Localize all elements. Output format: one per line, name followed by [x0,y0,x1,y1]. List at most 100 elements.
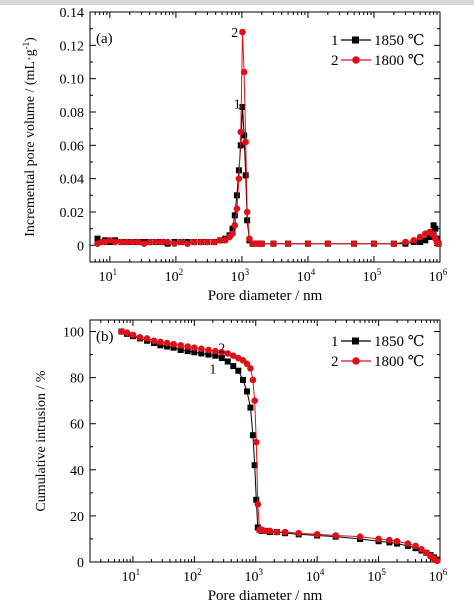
data-point-circle [204,238,211,246]
data-point-circle [233,205,241,212]
data-point-circle [150,337,158,345]
data-point-circle [324,240,332,247]
data-point-circle [198,345,205,353]
data-point-square [241,132,248,139]
data-point-circle [237,128,245,136]
x-tick-label: 104 [297,267,316,285]
y-tick-label: 0.04 [60,173,85,188]
data-point-circle [249,376,257,384]
data-point-square [432,225,439,232]
panel-label: (a) [96,31,113,47]
data-point-circle [304,240,312,247]
data-point-circle [229,352,237,360]
y-axis-title: Cumulative intrusion / % [34,370,49,511]
curve-annotation: 2 [218,342,225,357]
data-point-circle [433,557,441,565]
curve-annotation: 2 [231,26,238,41]
y-axis-title-main: Incremental pore volume / (mL·g [23,49,38,236]
y-tick-label: 80 [70,372,84,387]
data-point-circle [123,238,131,246]
data-point-circle [191,238,198,246]
data-point-circle [261,527,269,535]
plot-frame [89,11,441,263]
x-tick-label-base: 10 [297,270,311,285]
data-point-circle [239,28,246,36]
data-point-circle [158,238,166,246]
data-point-circle [332,532,339,539]
data-point-circle [243,360,251,368]
data-point-square [233,192,240,199]
data-point-square [230,363,237,370]
data-point-circle [247,365,254,372]
x-tick-label: 101 [99,267,118,285]
data-point-square [422,237,429,244]
x-tick-label-base: 10 [183,570,197,585]
x-tick-label-exp: 5 [381,567,386,577]
data-point-circle [205,346,212,354]
data-point-circle [416,233,424,241]
data-point-circle [123,329,131,336]
data-point-circle [170,340,177,348]
x-tick-label: 103 [231,267,250,285]
data-point-circle [157,338,164,346]
legend-number: 2 [331,354,339,370]
data-point-circle [191,344,198,351]
x-tick-label-exp: 5 [377,267,382,277]
x-tick-label-exp: 4 [320,567,325,577]
data-point-circle [177,342,185,349]
data-point-circle [370,240,378,247]
x-tick-label: 102 [183,567,202,585]
data-point-circle [393,537,401,545]
data-point-circle [243,208,251,216]
x-axis-title: Pore diameter / nm [208,288,323,304]
data-point-square [253,496,260,503]
data-point-circle [356,533,364,540]
data-point-circle [254,501,262,508]
data-point-square [177,346,184,353]
data-point-square [205,351,212,358]
data-point-circle [251,397,258,404]
data-point-circle [402,238,409,246]
x-tick-label-base: 10 [231,270,245,285]
data-point-square [239,104,246,110]
data-point-circle [313,531,321,538]
data-point-square [249,432,256,439]
data-point-circle [235,175,243,182]
data-point-circle [216,237,224,244]
y-axis-title-main: Cumulative intrusion / % [34,370,49,511]
data-point-circle [375,535,382,543]
x-tick-label-base: 10 [165,270,179,285]
data-point-circle [284,240,292,247]
data-point-square [170,344,177,351]
data-point-circle [143,335,151,342]
data-point-circle [224,350,232,357]
y-tick-label: 0.06 [60,139,85,154]
legend-number: 2 [331,53,339,69]
y-axis-title-sup: -1 [21,42,31,50]
window-top-strip [0,0,474,5]
data-point-circle [177,238,185,246]
data-point-circle [252,438,260,446]
data-point-square [240,376,247,383]
plot-frame [89,319,441,563]
y-tick-label: 0.08 [60,106,85,121]
data-point-square [251,462,258,469]
data-point-circle [197,238,205,246]
data-point-circle [350,240,358,247]
data-point-circle [210,238,218,246]
chart-panel-a: 101 102 103 104 105 10600.020.040.060.080.100… [21,6,448,304]
y-tick-label: 20 [70,510,84,525]
data-point-circle [253,240,261,247]
data-point-square [229,225,236,232]
data-point-circle [171,240,178,247]
data-point-circle [184,240,191,247]
data-point-circle [435,240,442,247]
x-tick-label-exp: 2 [197,567,202,577]
data-point-circle [111,238,119,246]
data-point-circle [295,529,302,537]
x-tick-label: 101 [122,567,141,585]
data-point-circle [242,138,249,146]
x-tick-label-base: 10 [99,270,113,285]
data-point-circle [184,343,192,350]
data-point-circle [266,527,274,535]
